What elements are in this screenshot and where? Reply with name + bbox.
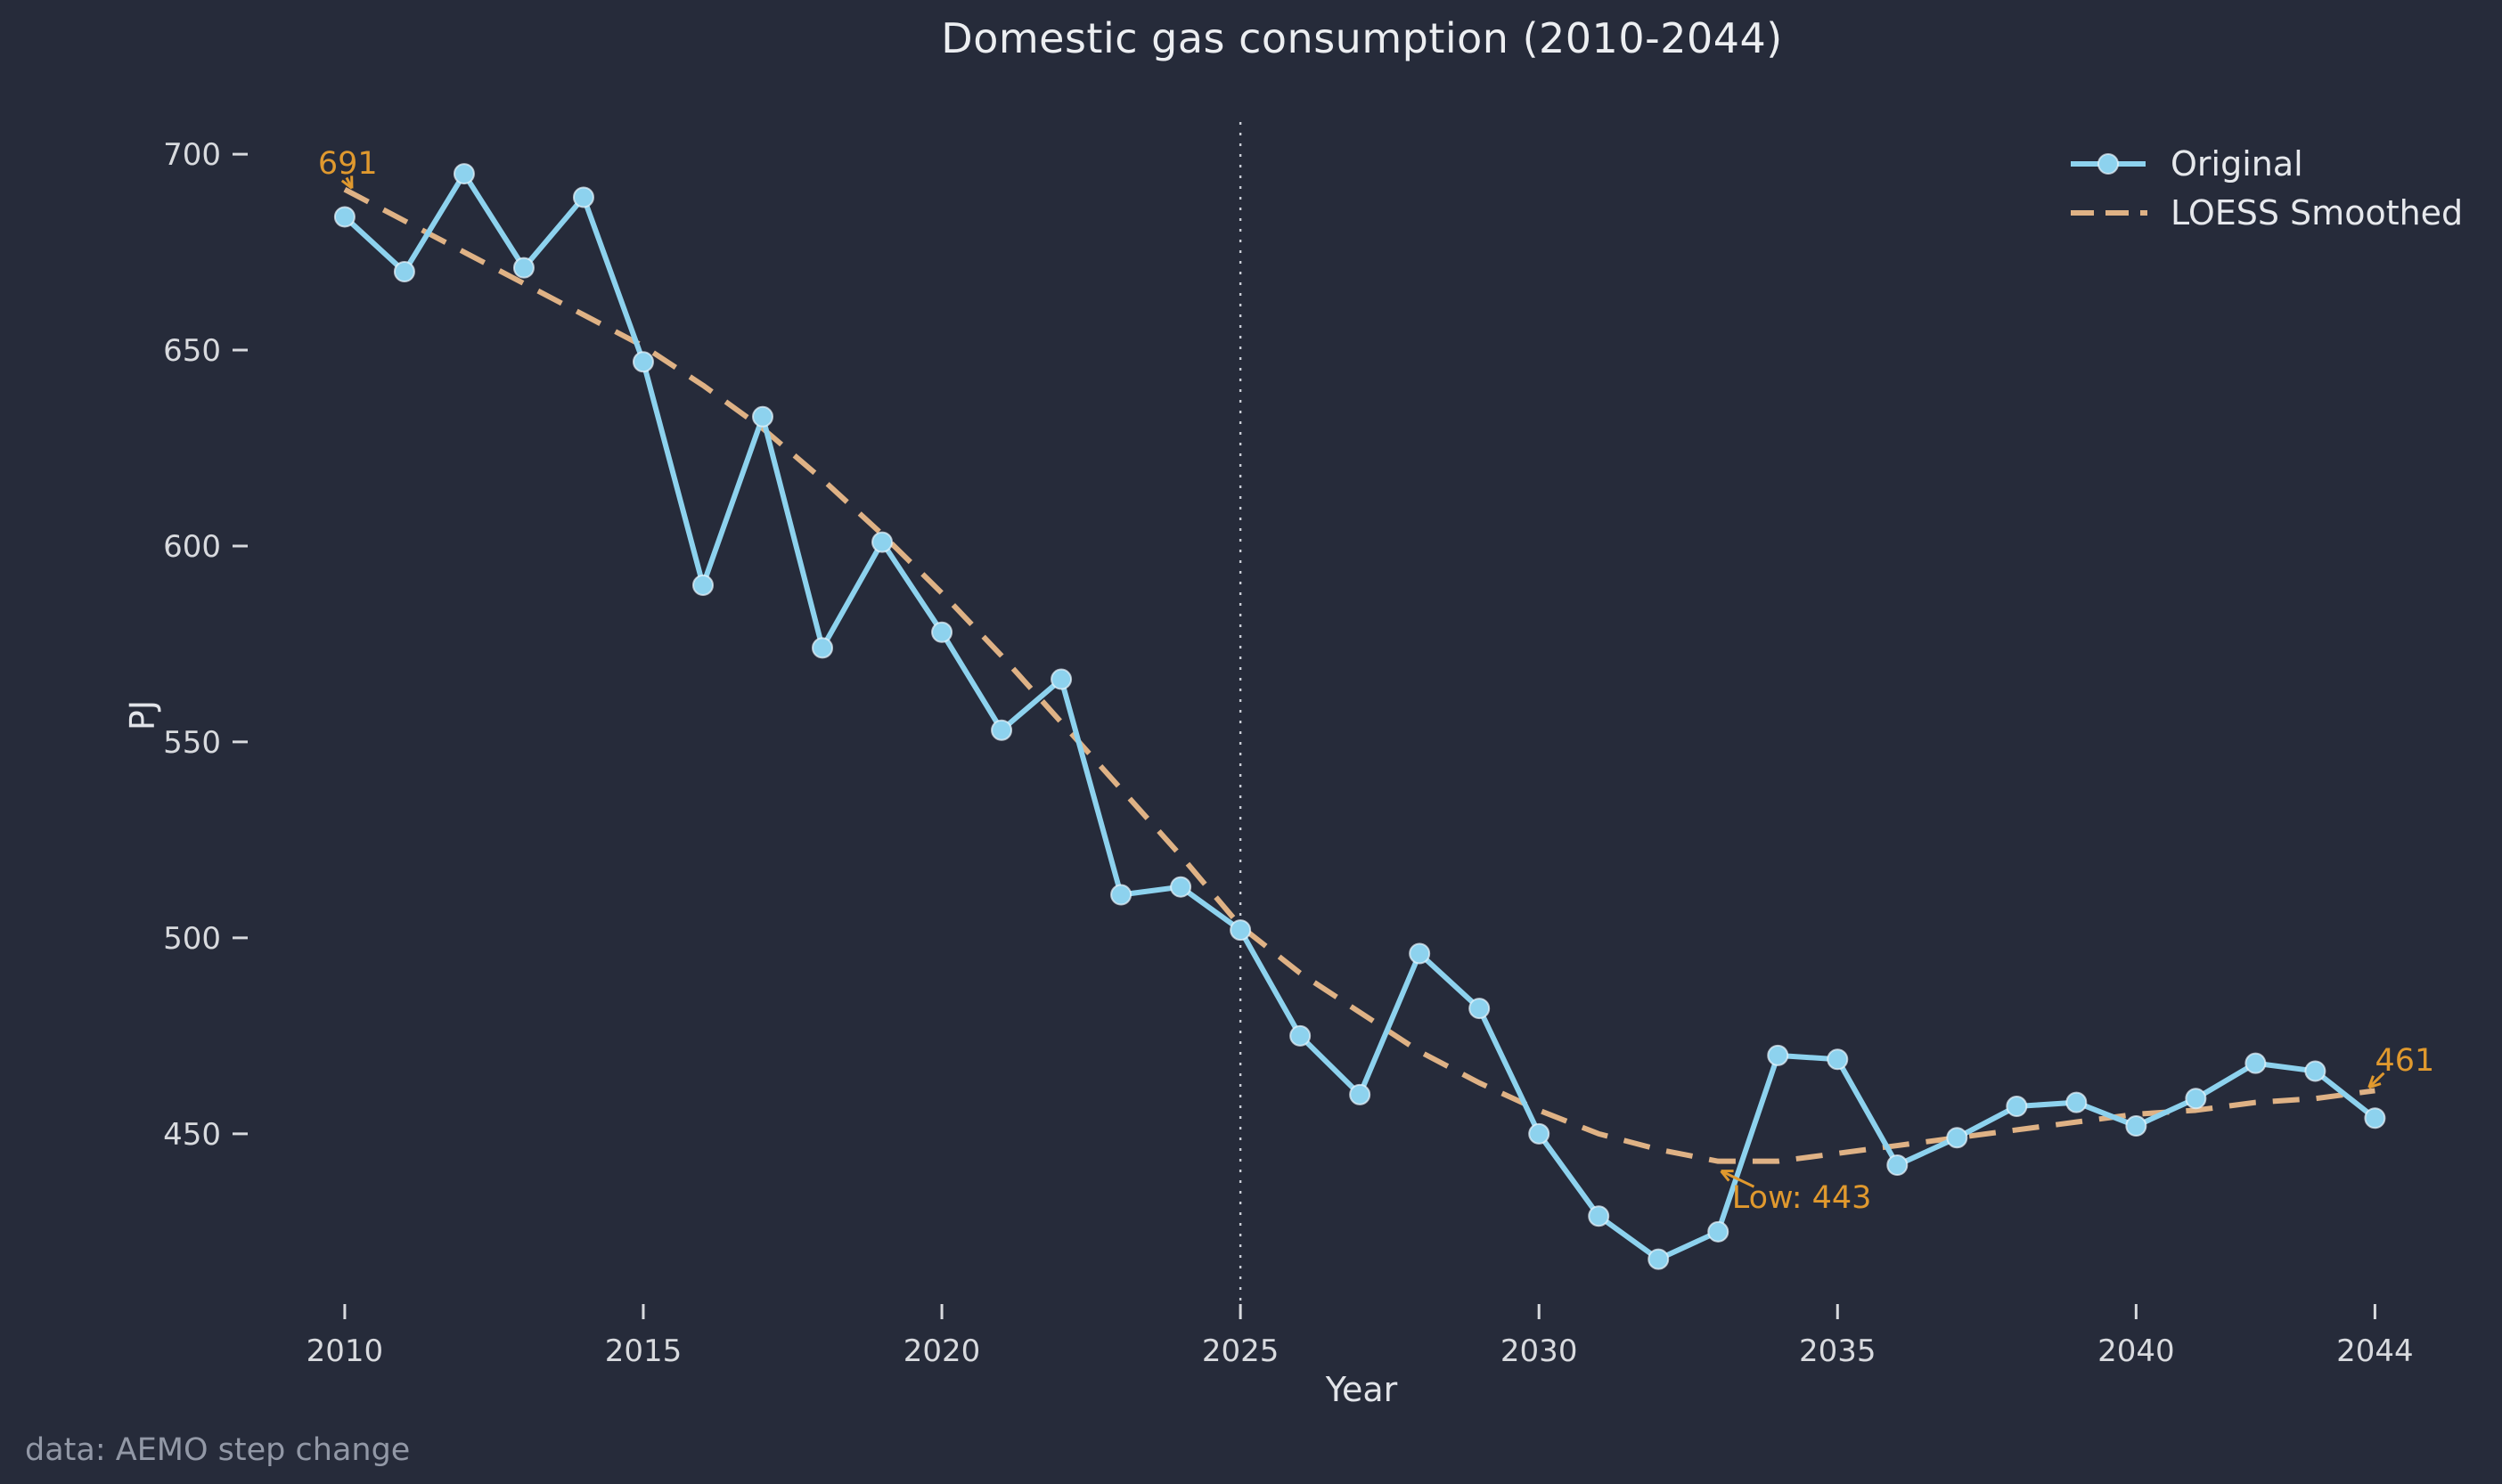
annotation-arrowhead bbox=[2367, 1075, 2382, 1089]
original-data-point bbox=[1648, 1248, 1670, 1270]
annotation-low-value: Low: 443 bbox=[1731, 1180, 1872, 1217]
x-tick-label: 2044 bbox=[2336, 1333, 2414, 1369]
original-data-point bbox=[1409, 942, 1431, 965]
original-data-point bbox=[2304, 1060, 2326, 1082]
original-data-point bbox=[2244, 1052, 2267, 1074]
original-data-point bbox=[752, 405, 774, 428]
original-data-point bbox=[572, 186, 594, 208]
annotation-arrowhead bbox=[340, 175, 354, 190]
original-data-point bbox=[1827, 1048, 1849, 1071]
original-line-sample-icon bbox=[2071, 152, 2146, 175]
legend-item-loess: LOESS Smoothed bbox=[2069, 188, 2463, 237]
legend-label-loess: LOESS Smoothed bbox=[2171, 192, 2464, 232]
original-data-point bbox=[1110, 884, 1132, 906]
original-data-point bbox=[2006, 1096, 2028, 1118]
original-data-point bbox=[512, 257, 535, 279]
original-data-point bbox=[393, 261, 415, 283]
original-data-point bbox=[1767, 1044, 1789, 1066]
original-data-point bbox=[1886, 1154, 1909, 1177]
loess-smoothed-line bbox=[343, 187, 2375, 1164]
original-data-point bbox=[1230, 919, 1252, 942]
annotation-start-value: 691 bbox=[317, 146, 378, 183]
annotation-arrow bbox=[1720, 1170, 1755, 1188]
chart-title: Domestic gas consumption (2010-2044) bbox=[941, 14, 1783, 62]
original-data-point bbox=[691, 574, 714, 596]
data-source-caption: data: AEMO step change bbox=[25, 1432, 411, 1468]
original-data-point bbox=[931, 621, 953, 643]
x-tick-label: 2040 bbox=[2097, 1333, 2175, 1369]
original-data-point bbox=[2125, 1115, 2147, 1137]
original-data-point bbox=[333, 206, 356, 228]
original-data-point bbox=[1588, 1205, 1610, 1227]
original-data-point bbox=[991, 719, 1013, 741]
annotation-arrowhead bbox=[1720, 1170, 1734, 1182]
original-data-point bbox=[1051, 668, 1073, 690]
original-data-point bbox=[1468, 998, 1491, 1020]
y-tick-label: 600 bbox=[163, 529, 221, 565]
legend-item-original: Original bbox=[2069, 139, 2463, 188]
x-tick-label: 2030 bbox=[1500, 1333, 1578, 1369]
original-data-point bbox=[453, 163, 475, 185]
loess-dash-sample-icon bbox=[2071, 209, 2147, 216]
original-data-point bbox=[1349, 1083, 1371, 1105]
original-data-point bbox=[2185, 1088, 2207, 1110]
annotation-end-value: 461 bbox=[2375, 1043, 2435, 1080]
original-data-point bbox=[1946, 1127, 1968, 1149]
original-data-point bbox=[812, 637, 834, 659]
x-tick-label: 2020 bbox=[904, 1333, 981, 1369]
legend: Original LOESS Smoothed bbox=[2069, 139, 2463, 237]
original-data-point bbox=[2364, 1107, 2386, 1129]
x-tick-label: 2015 bbox=[605, 1333, 683, 1369]
annotation-arrow bbox=[2367, 1072, 2385, 1089]
x-tick-label: 2025 bbox=[1202, 1333, 1280, 1369]
y-axis-label: PJ bbox=[123, 699, 162, 731]
original-data-point bbox=[632, 351, 654, 373]
original-data-point bbox=[2065, 1091, 2088, 1113]
y-tick-label: 700 bbox=[163, 137, 221, 173]
y-tick-label: 650 bbox=[163, 333, 221, 369]
original-data-point bbox=[1707, 1220, 1729, 1243]
x-tick-label: 2035 bbox=[1799, 1333, 1877, 1369]
legend-label-original: Original bbox=[2171, 143, 2303, 183]
original-data-point bbox=[871, 531, 894, 553]
y-tick-label: 500 bbox=[163, 921, 221, 957]
original-data-point bbox=[1170, 876, 1192, 898]
y-tick-label: 550 bbox=[163, 725, 221, 761]
x-tick-label: 2010 bbox=[307, 1333, 384, 1369]
x-axis-label: Year bbox=[1325, 1370, 1398, 1409]
original-data-point bbox=[1289, 1024, 1312, 1047]
y-tick-label: 450 bbox=[163, 1117, 221, 1153]
original-data-point bbox=[1528, 1122, 1550, 1145]
